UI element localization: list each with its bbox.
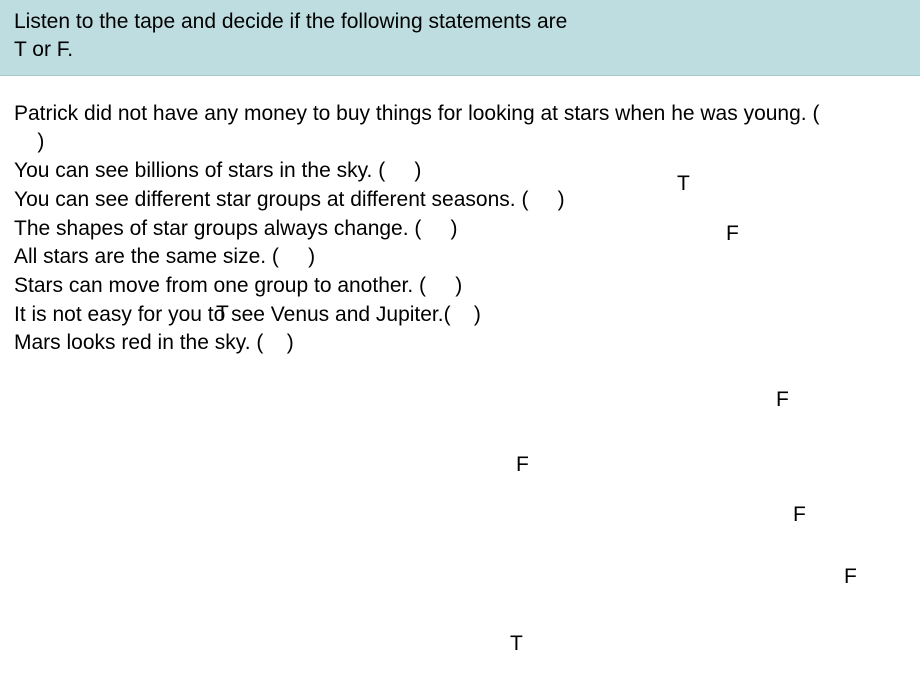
answer-6: F [844,565,857,589]
answer-2: F [726,222,739,246]
statement-1-line2: ) [14,128,906,156]
answer-7: T [510,632,523,656]
statement-8: Mars looks red in the sky. ( ) [14,329,906,357]
answer-1: T [677,172,690,196]
answer-4: F [516,453,529,477]
statement-5: All stars are the same size. ( ) [14,243,906,271]
statement-1-line1: Patrick did not have any money to buy th… [14,100,906,128]
statement-2: You can see billions of stars in the sky… [14,157,906,185]
stray-mark: T [216,302,229,326]
instruction-line-1: Listen to the tape and decide if the fol… [14,8,906,36]
statements-block: Patrick did not have any money to buy th… [0,76,920,357]
statement-3: You can see different star groups at dif… [14,186,906,214]
statement-6: Stars can move from one group to another… [14,272,906,300]
answer-3: F [776,388,789,412]
statement-7: It is not easy for you to see Venus and … [14,301,906,329]
instruction-line-2: T or F. [14,36,906,64]
answer-5: F [793,503,806,527]
instruction-header: Listen to the tape and decide if the fol… [0,0,920,76]
statement-4: The shapes of star groups always change.… [14,215,906,243]
